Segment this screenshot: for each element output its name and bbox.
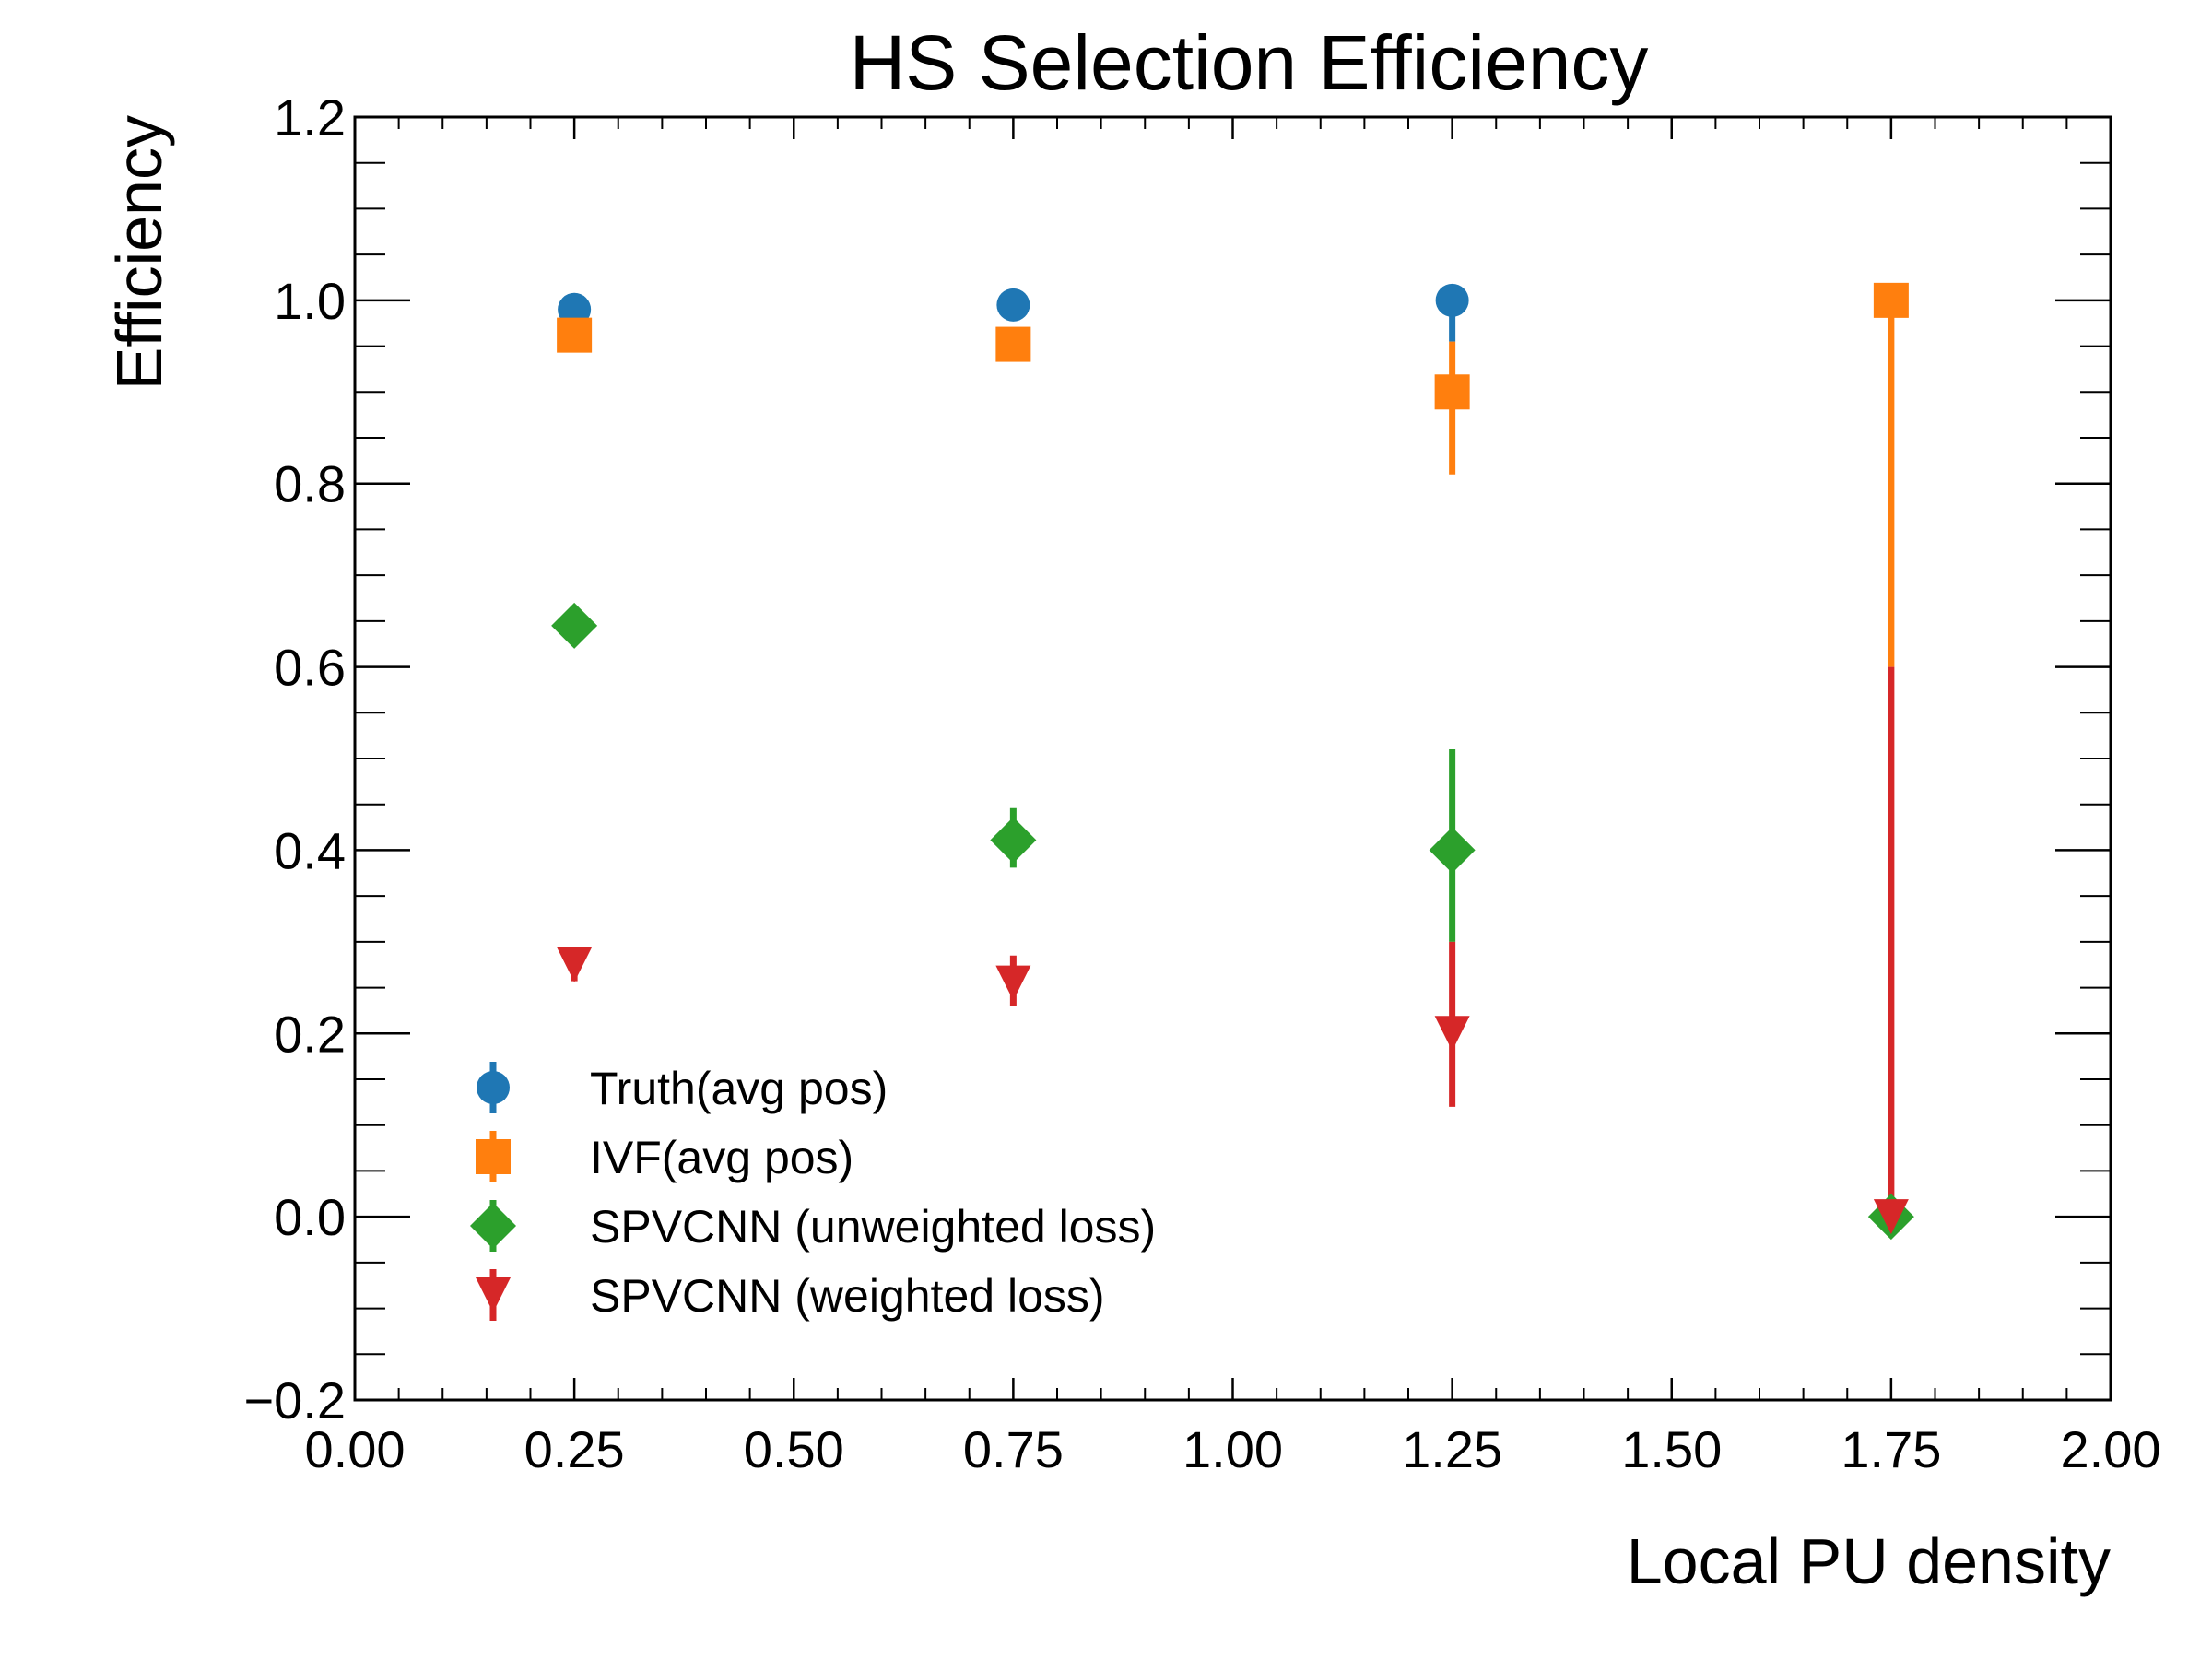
data-point bbox=[1434, 374, 1470, 410]
data-point bbox=[990, 817, 1037, 864]
data-point bbox=[995, 965, 1031, 1001]
data-point bbox=[1873, 1199, 1909, 1235]
legend-marker bbox=[476, 1277, 511, 1312]
legend-label: SPVCNN (weighted loss) bbox=[590, 1270, 1105, 1322]
y-tick-label: −0.2 bbox=[243, 1371, 346, 1430]
plot-area: 0.00 0.25 0.50 0.75 1.00 1.25 1.50 1.75 2.00 −0.2… bbox=[243, 88, 2160, 1478]
data-point bbox=[1434, 1016, 1470, 1052]
x-tick-label: 0.75 bbox=[963, 1420, 1064, 1478]
x-tick-label: 0.00 bbox=[305, 1420, 406, 1478]
y-tick-label: 0.8 bbox=[274, 455, 346, 513]
y-axis-title: Efficiency bbox=[103, 115, 175, 390]
data-point bbox=[557, 947, 593, 982]
x-tick-label: 1.50 bbox=[1621, 1420, 1722, 1478]
legend-label: IVF(avg pos) bbox=[590, 1132, 853, 1183]
y-tick-label: 0.4 bbox=[274, 821, 346, 879]
x-tick-label: 2.00 bbox=[2061, 1420, 2161, 1478]
chart-title: HS Selection Efficiency bbox=[850, 19, 1649, 106]
data-point bbox=[996, 288, 1030, 322]
data-point bbox=[1429, 827, 1476, 874]
legend: Truth(avg pos) IVF(avg pos) SPVCNN (unweig… bbox=[470, 1062, 1156, 1322]
data-point bbox=[1435, 283, 1469, 317]
data-point bbox=[551, 602, 598, 649]
legend-label: SPVCNN (unweighted loss) bbox=[590, 1201, 1156, 1253]
legend-label: Truth(avg pos) bbox=[590, 1063, 888, 1114]
data-point bbox=[557, 317, 593, 353]
x-tick-label: 0.50 bbox=[744, 1420, 844, 1478]
y-tick-label: 0.6 bbox=[274, 639, 346, 697]
x-tick-label: 1.00 bbox=[1182, 1420, 1283, 1478]
legend-marker bbox=[477, 1071, 510, 1104]
data-point bbox=[1873, 282, 1909, 318]
x-tick-label: 1.75 bbox=[1841, 1420, 1941, 1478]
legend-marker bbox=[470, 1203, 516, 1249]
x-tick-label: 0.25 bbox=[524, 1420, 625, 1478]
y-tick-label: 1.0 bbox=[274, 272, 346, 330]
x-tick-label: 1.25 bbox=[1402, 1420, 1502, 1478]
y-tick-label: 0.0 bbox=[274, 1188, 346, 1246]
data-point bbox=[995, 326, 1031, 362]
x-axis-title: Local PU density bbox=[1627, 1525, 2111, 1597]
y-tick-label: 0.2 bbox=[274, 1005, 346, 1063]
y-tick-label: 1.2 bbox=[274, 88, 346, 147]
legend-marker bbox=[476, 1139, 511, 1174]
